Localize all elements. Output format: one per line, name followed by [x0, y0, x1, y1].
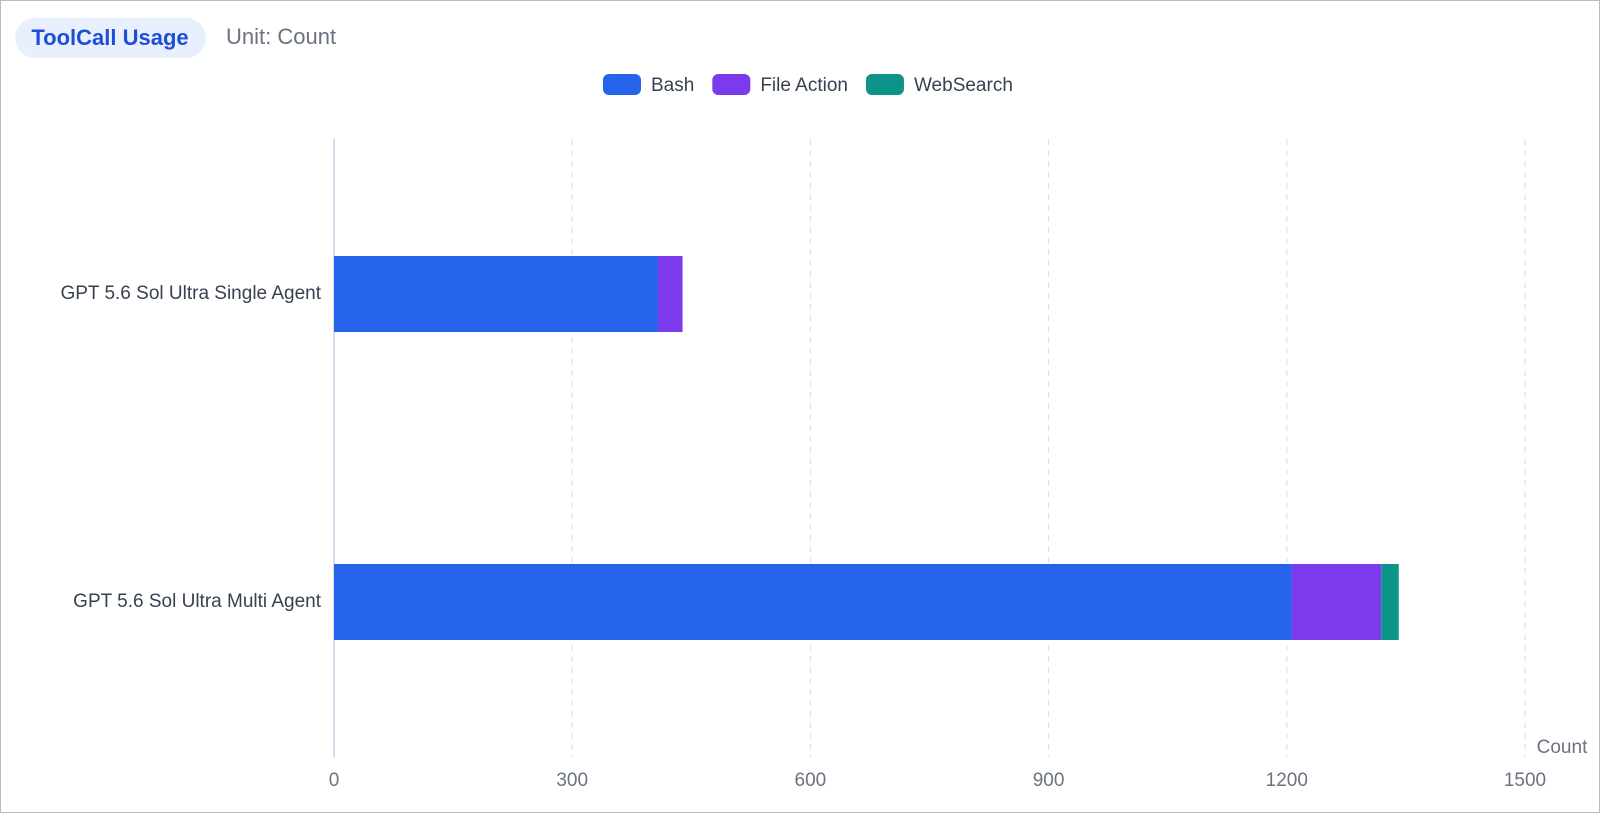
y-tick-label: GPT 5.6 Sol Ultra Multi Agent [73, 591, 322, 612]
x-axis-label: Count [1537, 737, 1588, 758]
bar-segment [657, 256, 683, 332]
bar-segment [1381, 564, 1399, 640]
legend-label: WebSearch [914, 75, 1013, 96]
x-tick-label: 0 [329, 770, 340, 791]
x-tick-label: 1200 [1266, 770, 1308, 791]
legend-swatch [865, 74, 904, 95]
chart-title: ToolCall Usage [31, 25, 188, 50]
legend-label: Bash [651, 75, 694, 96]
legend-label: File Action [760, 75, 848, 96]
bar-segment [334, 564, 1292, 640]
y-tick-label: GPT 5.6 Sol Ultra Single Agent [60, 283, 321, 304]
x-tick-label: 900 [1033, 770, 1065, 791]
x-tick-label: 300 [556, 770, 588, 791]
legend-swatch [603, 74, 641, 95]
legend-swatch [712, 74, 751, 95]
bar-segment [334, 256, 658, 332]
x-tick-label: 1500 [1504, 770, 1546, 791]
x-tick-label: 600 [795, 770, 827, 791]
subtitle: Unit: Count [226, 24, 336, 49]
bar-segment [1291, 564, 1382, 640]
title-pill [15, 18, 206, 58]
